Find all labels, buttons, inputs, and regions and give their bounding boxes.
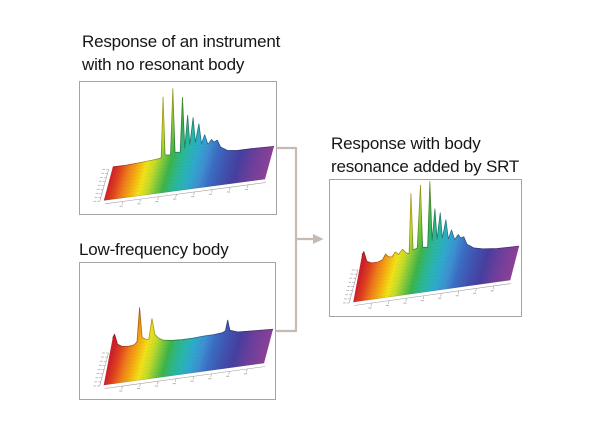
title-line: Response of an instrument <box>82 32 281 51</box>
panel-title-srt-response: Response with body resonance added by SR… <box>331 132 519 178</box>
title-line: Low-frequency body <box>79 240 229 259</box>
panel-title-no-resonant-body: Response of an instrument with no resona… <box>82 30 280 76</box>
waterfall-plot-low-frequency-body <box>93 307 274 392</box>
title-line: Response with body <box>331 134 481 153</box>
connector-bracket-line <box>275 146 298 333</box>
arrow-right-icon <box>313 234 324 244</box>
title-line: with no resonant body <box>82 55 245 74</box>
panel-title-low-frequency-body: Low-frequency body <box>79 238 229 261</box>
waterfall-plot-no-resonant-body <box>93 88 275 207</box>
plot-frame-low-frequency-body <box>79 262 276 400</box>
title-line: resonance added by SRT <box>331 157 520 176</box>
waterfall-plot-srt-response <box>342 181 520 309</box>
plot-frame-srt-response <box>329 179 522 317</box>
plot-frame-no-resonant-body <box>79 81 277 215</box>
